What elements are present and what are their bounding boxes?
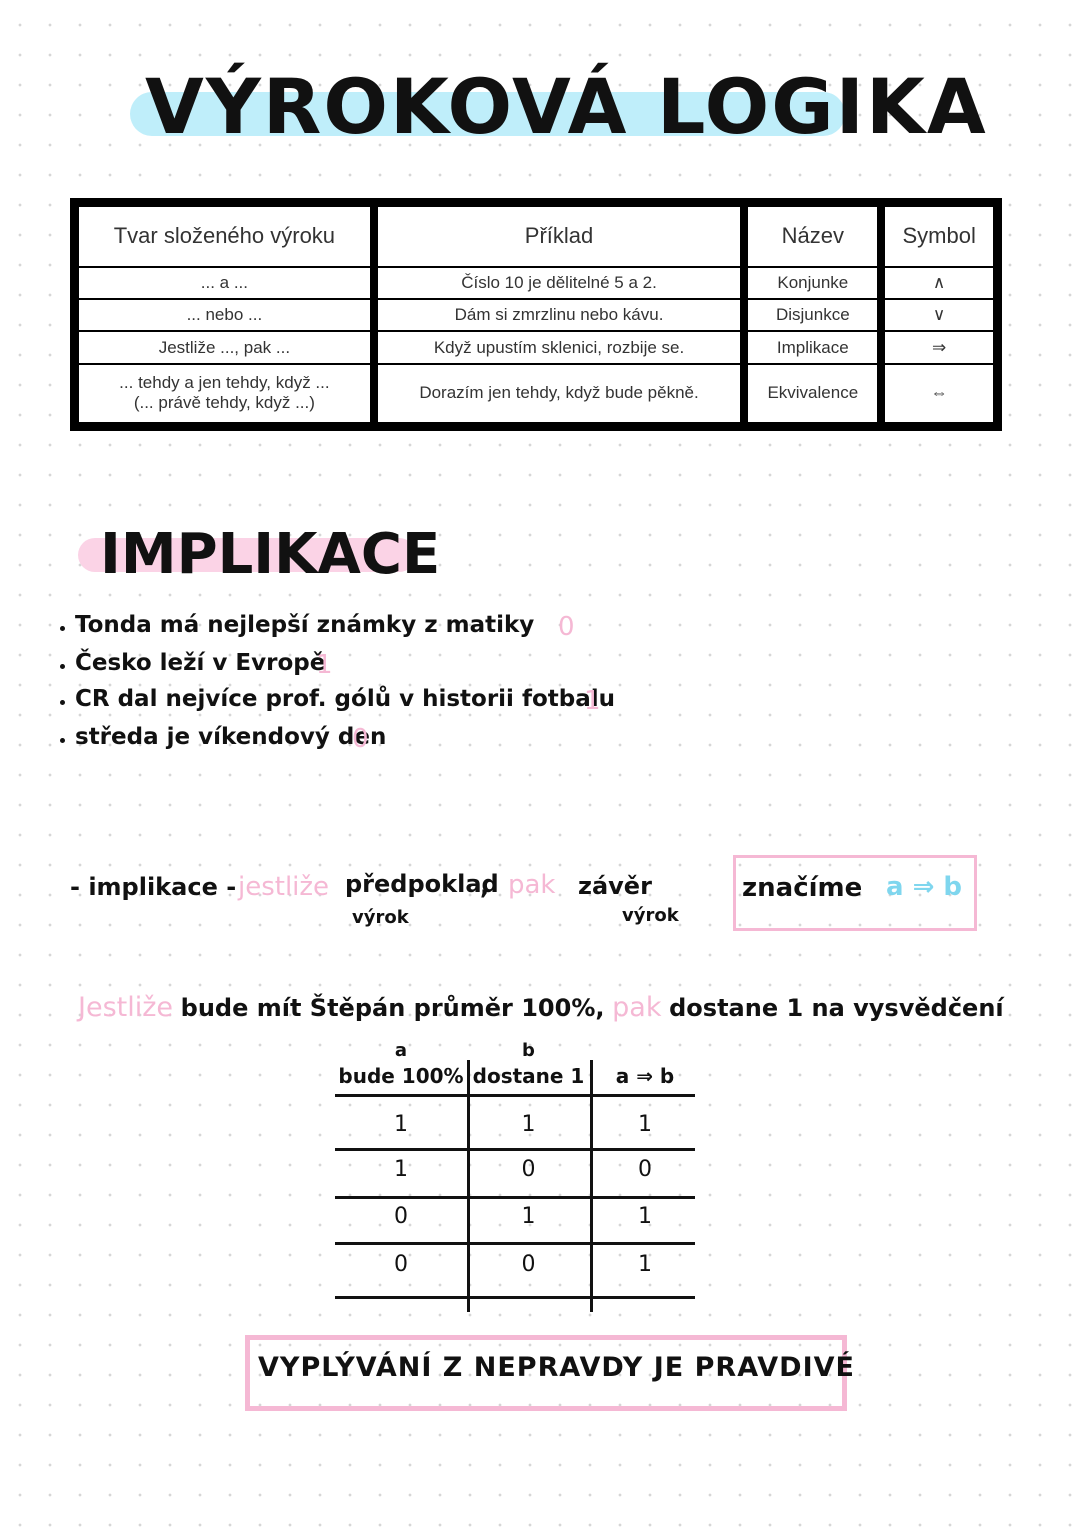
impl-then: pak [508,870,556,900]
tt-cell: 1 [638,1112,652,1137]
cell: Konjunke [743,265,886,301]
bullet [60,700,65,705]
cell: ∨ [880,298,999,333]
example-then: pak [612,992,662,1023]
tt-header: bude 100% [338,1064,464,1088]
conclusion: VYPLÝVÁNÍ Z NEPRAVDY JE PRAVDIVÉ [258,1352,855,1383]
cell: ... a ... [73,265,378,301]
statement-value: 1 [584,686,601,716]
logic-table: Tvar složeného výroku Příklad Název Symb… [70,198,1002,431]
tt-cell: 0 [521,1252,536,1277]
cell: Ekvivalence [743,362,886,428]
table-row: ... nebo ... Dám si zmrzlinu nebo kávu. … [73,298,999,333]
header-cell: Tvar složeného výroku [73,201,378,268]
tt-cell: 1 [638,1252,652,1277]
cell: ∧ [880,265,999,301]
page-title: VÝROKOVÁ LOGIKA [145,62,988,151]
statement-text: Česko leží v Evropě [75,650,326,676]
bullet [60,626,65,631]
tt-cell: 0 [638,1157,652,1182]
cell-line: ... tehdy a jen tehdy, když ... [119,373,330,393]
cell: ⇒ [880,330,999,365]
example-if: Jestliže [78,992,174,1023]
cell: Číslo 10 je dělitelné 5 a 2. [372,265,749,301]
notation: a ⇒ b [886,872,963,902]
bullet [60,664,65,669]
cell: Implikace [743,330,886,365]
tt-header: dostane 1 [472,1064,585,1088]
statement-text: Tonda má nejlepší známky z matiky [75,612,535,638]
section-title: IMPLIKACE [100,522,441,587]
tt-cell: 1 [638,1204,652,1229]
table-header: Tvar složeného výroku Příklad Název Symb… [73,201,999,268]
header-cell: Symbol [880,201,999,268]
tt-cell: 0 [394,1204,408,1229]
tt-cell: 0 [394,1252,408,1277]
cell: ⇔ [880,362,999,428]
statement-value: 0 [558,612,575,642]
tt-cell: 1 [394,1112,408,1137]
example-end: dostane 1 na vysvědčení [669,994,1004,1022]
example-sentence: Jestliže bude mít Štěpán průměr 100%, pa… [78,992,1004,1023]
tt-divider [590,1060,593,1312]
title-highlight [130,92,845,136]
header-cell: Název [743,201,886,268]
tt-rule [335,1196,695,1199]
example-middle: bude mít Štěpán průměr 100%, [180,994,605,1022]
tt-var: b [522,1040,535,1061]
cell: Disjunkce [743,298,886,333]
tt-rule [335,1242,695,1245]
cell: Když upustím sklenici, rozbije se. [372,330,749,365]
tt-divider [467,1060,470,1312]
tt-cell: 0 [521,1157,536,1182]
bullet [60,738,65,743]
conclusion-box [245,1335,847,1411]
cell-line: (... právě tehdy, když ...) [133,393,315,413]
cell: ... nebo ... [73,298,378,333]
table-row: ... a ... Číslo 10 je dělitelné 5 a 2. K… [73,265,999,301]
impl-conclusion-note: výrok [622,905,679,926]
statement-text: CR dal nejvíce prof. gólů v historii fot… [75,686,615,712]
cell: Dám si zmrzlinu nebo kávu. [372,298,749,333]
notation-box [733,855,977,931]
statement-value: 0 [352,724,369,754]
cell: Jestliže ..., pak ... [73,330,378,365]
impl-label: - implikace - [70,873,237,901]
notation-label: značíme [742,873,863,903]
header-cell: Příklad [372,201,749,268]
impl-if: jestliže [238,872,330,902]
tt-var: a [394,1040,408,1061]
impl-comma: , [480,872,490,900]
tt-cell: 1 [521,1204,536,1229]
tt-rule [335,1296,695,1299]
statement-value: 1 [316,650,333,680]
tt-cell: 1 [394,1157,408,1182]
cell: ... tehdy a jen tehdy, když ... (... prá… [73,362,378,428]
tt-rule [335,1094,695,1097]
cell: Dorazím jen tehdy, když bude pěkně. [372,362,749,428]
impl-premise-note: výrok [352,907,409,928]
impl-premise: předpoklad [345,870,499,898]
impl-conclusion: závěr [578,872,652,900]
table-row: ... tehdy a jen tehdy, když ... (... prá… [73,362,999,428]
table-row: Jestliže ..., pak ... Když upustím sklen… [73,330,999,365]
tt-cell: 1 [521,1112,536,1137]
tt-rule [335,1148,695,1151]
tt-header: a ⇒ b [615,1064,675,1088]
statement-text: středa je víkendový den [75,724,387,750]
section-highlight [78,538,416,572]
